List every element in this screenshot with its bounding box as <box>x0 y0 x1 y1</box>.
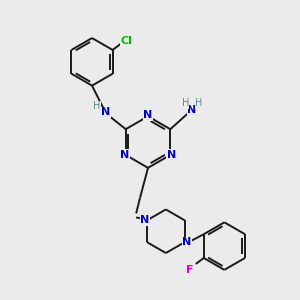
Text: N: N <box>120 150 129 160</box>
Text: H: H <box>93 101 101 111</box>
Text: N: N <box>101 107 110 117</box>
Text: N: N <box>182 237 191 247</box>
Text: H: H <box>182 98 189 108</box>
Text: N: N <box>167 150 176 160</box>
Text: H: H <box>195 98 203 108</box>
Text: N: N <box>140 215 150 225</box>
Text: N: N <box>143 110 153 120</box>
Text: F: F <box>186 265 194 275</box>
Text: Cl: Cl <box>121 36 132 46</box>
Text: N: N <box>188 105 197 116</box>
